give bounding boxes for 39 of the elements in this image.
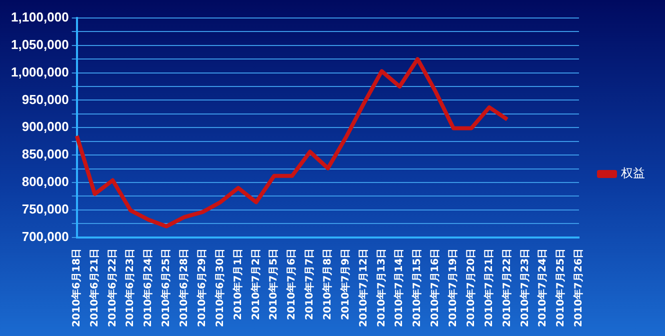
x-tick-label: 2010年7月2日 — [250, 248, 262, 320]
x-tick-label: 2010年6月18日 — [70, 248, 82, 328]
x-tick-label: 2010年6月24日 — [142, 248, 154, 328]
x-tick-label: 2010年7月15日 — [411, 248, 424, 328]
x-tick-label: 2010年7月23日 — [518, 248, 531, 328]
x-tick-label: 2010年7月14日 — [393, 248, 406, 328]
x-tick-label: 2010年7月13日 — [375, 248, 388, 328]
x-tick-label: 2010年7月7日 — [304, 248, 316, 320]
x-tick-label: 2010年7月26日 — [572, 248, 585, 328]
x-tick-label: 2010年6月22日 — [106, 248, 118, 328]
y-tick-label: 950,000 — [22, 92, 69, 107]
y-tick-label: 700,000 — [22, 228, 69, 244]
x-tick-label: 2010年7月9日 — [339, 248, 352, 320]
y-tick-label: 750,000 — [22, 201, 69, 216]
x-tick-label: 2010年7月20日 — [464, 248, 477, 328]
y-tick-label: 850,000 — [22, 146, 69, 162]
x-tick-label: 2010年7月25日 — [554, 248, 567, 328]
x-tick-label: 2010年6月30日 — [214, 248, 226, 328]
x-tick-label: 2010年6月25日 — [160, 248, 172, 328]
x-tick-label: 2010年7月22日 — [500, 248, 513, 328]
x-tick-label: 2010年6月21日 — [88, 248, 100, 328]
y-tick-label: 800,000 — [22, 174, 69, 190]
x-tick-label: 2010年7月6日 — [286, 248, 298, 320]
x-tick-label: 2010年7月12日 — [357, 248, 370, 328]
legend-label: 权益 — [620, 166, 645, 180]
y-tick-label: 1,100,000 — [10, 10, 69, 25]
x-tick-label: 2010年7月5日 — [268, 248, 280, 320]
y-tick-label: 1,050,000 — [10, 36, 69, 52]
y-tick-label: 1,000,000 — [10, 64, 69, 80]
x-tick-label: 2010年7月1日 — [232, 248, 244, 320]
x-tick-label: 2010年7月16日 — [429, 248, 442, 328]
x-tick-label: 2010年7月19日 — [447, 248, 460, 328]
x-tick-label: 2010年7月8日 — [322, 248, 334, 320]
x-tick-label: 2010年6月28日 — [178, 248, 190, 328]
x-tick-label: 2010年6月23日 — [124, 248, 136, 328]
y-tick-label: 900,000 — [22, 119, 69, 134]
x-tick-label: 2010年6月29日 — [196, 248, 208, 328]
x-tick-label: 2010年7月21日 — [482, 248, 495, 328]
x-tick-label: 2010年7月24日 — [536, 248, 549, 328]
